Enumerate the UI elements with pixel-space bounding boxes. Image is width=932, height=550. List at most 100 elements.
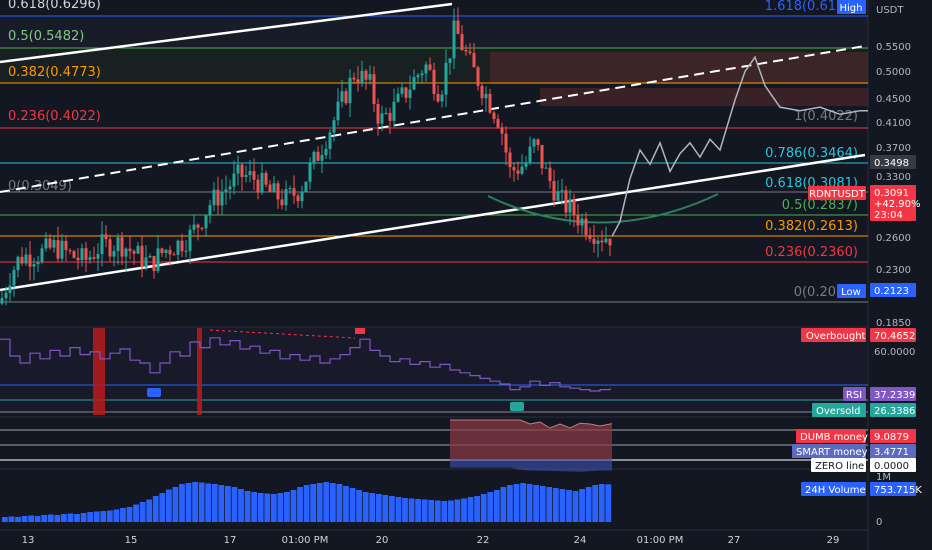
price-tick: 0.3300 [876, 172, 911, 183]
fib-label-right-5: 0.5(0.2837) [782, 198, 858, 213]
candle-body [404, 87, 408, 98]
volume-bar [552, 488, 559, 522]
volume-bar [231, 487, 238, 522]
candle-body [8, 285, 12, 293]
cup-arc [487, 193, 719, 224]
channel-upper-line[interactable] [0, 2, 453, 64]
price-tick: 0.1850 [876, 318, 911, 329]
volume-bar [133, 504, 139, 522]
candle-body [200, 227, 204, 229]
volume-bar [152, 496, 159, 522]
volume-bar [533, 485, 540, 522]
candle-body [92, 257, 96, 259]
candle-body [596, 240, 600, 244]
rsi-pane[interactable]: Overbought 70.4652 60.0000 RSI 37.2339 O… [0, 328, 916, 417]
rsi-line [0, 337, 611, 392]
candle-body [588, 234, 592, 239]
candle-body [512, 167, 516, 171]
volume-bar [448, 500, 454, 522]
volume-bar [520, 483, 526, 522]
volume-pane[interactable]: 1M 24H Volume 753.715K 0 [2, 472, 922, 528]
candle-body [468, 51, 472, 54]
candle-body [152, 256, 156, 271]
candle-body [268, 184, 272, 193]
candle-body [448, 58, 452, 63]
candle-body [384, 112, 388, 114]
rsi-label: RSI [846, 390, 862, 401]
supply-zone-upper [490, 52, 868, 84]
channel-lower-line[interactable] [0, 153, 866, 292]
volume-bar [74, 514, 80, 522]
candle-body [56, 240, 60, 259]
candle-body [112, 251, 116, 257]
candle-body [36, 261, 40, 265]
candle-body [280, 199, 284, 206]
volume-bar [434, 500, 441, 522]
overbought-label: Overbought [806, 331, 866, 342]
volume-bar [585, 487, 592, 522]
volume-bar [270, 494, 277, 522]
candle-body [228, 186, 232, 190]
symbol-label: RDNTUSDT [809, 189, 866, 200]
fib-label-right-382: 0.382(0.2613) [765, 219, 858, 234]
time-axis[interactable]: 13 15 17 01:00 PM 20 22 24 01:00 PM 27 2… [22, 535, 840, 546]
candle-body [532, 139, 536, 147]
volume-bar [369, 493, 376, 522]
volume-bar [15, 517, 21, 522]
volume-bar [493, 490, 500, 522]
candle-body [252, 171, 256, 180]
volume-bar [225, 486, 231, 522]
volume-bar [126, 507, 133, 522]
candle-body [308, 163, 312, 182]
rsi-series [0, 337, 611, 392]
time-tick: 27 [728, 535, 741, 546]
rsi-value: 37.2339 [874, 390, 915, 401]
price-axis-currency: USDT [876, 5, 904, 16]
dumb-money-line [450, 419, 613, 429]
candle-body [212, 189, 216, 206]
volume-bar [375, 494, 382, 522]
volume-bar [120, 508, 126, 522]
time-tick: 20 [376, 535, 389, 546]
volume-bar [395, 497, 402, 522]
volume-bar [579, 489, 585, 522]
price-tick: 0.2300 [876, 265, 911, 276]
volume-bar [54, 515, 61, 522]
volume-bar [290, 490, 297, 522]
volume-bar [172, 487, 179, 522]
candle-body [260, 172, 264, 193]
overbought-badge: Overbought [801, 328, 866, 342]
price-pane[interactable]: 0.618(0.6296) 0.5(0.5482) 0.382(0.4773) … [0, 0, 868, 306]
price-tick: 0.4100 [876, 118, 911, 129]
volume-value: 753.715K [874, 485, 922, 496]
candle-body [420, 73, 424, 76]
candle-body [340, 91, 344, 102]
candle-body [600, 240, 604, 243]
candle-body [564, 190, 568, 213]
candle-body [168, 249, 172, 255]
candle-body [224, 189, 228, 193]
candle-body [360, 70, 364, 83]
price-axis[interactable]: USDT 0.5500 0.5000 0.4500 0.4100 0.3700 … [808, 5, 921, 329]
fib-label-right-1: 1(0.4022) [794, 109, 858, 124]
channel-mid-dashed-line[interactable] [0, 45, 866, 193]
volume-bar [415, 499, 421, 522]
low-badge-label: Low [841, 287, 861, 298]
candle-body [376, 104, 380, 124]
candle-body [76, 257, 80, 261]
money-pane[interactable]: DUMB money 9.0879 SMART money 3.4771 ZER… [0, 419, 916, 472]
rsi-divergence-line [209, 329, 356, 339]
candle-body [184, 250, 188, 252]
volume-bar [87, 512, 94, 522]
candle-body [396, 93, 400, 102]
candle-body [32, 264, 36, 267]
volume-bar [388, 496, 395, 522]
oversold-label: Oversold [816, 406, 861, 417]
volume-bar [598, 484, 605, 522]
volume-bar [34, 516, 41, 522]
rsi-background-band [0, 328, 868, 413]
candle-body [196, 224, 200, 228]
volume-bar [336, 484, 343, 522]
volume-bar [113, 509, 120, 522]
